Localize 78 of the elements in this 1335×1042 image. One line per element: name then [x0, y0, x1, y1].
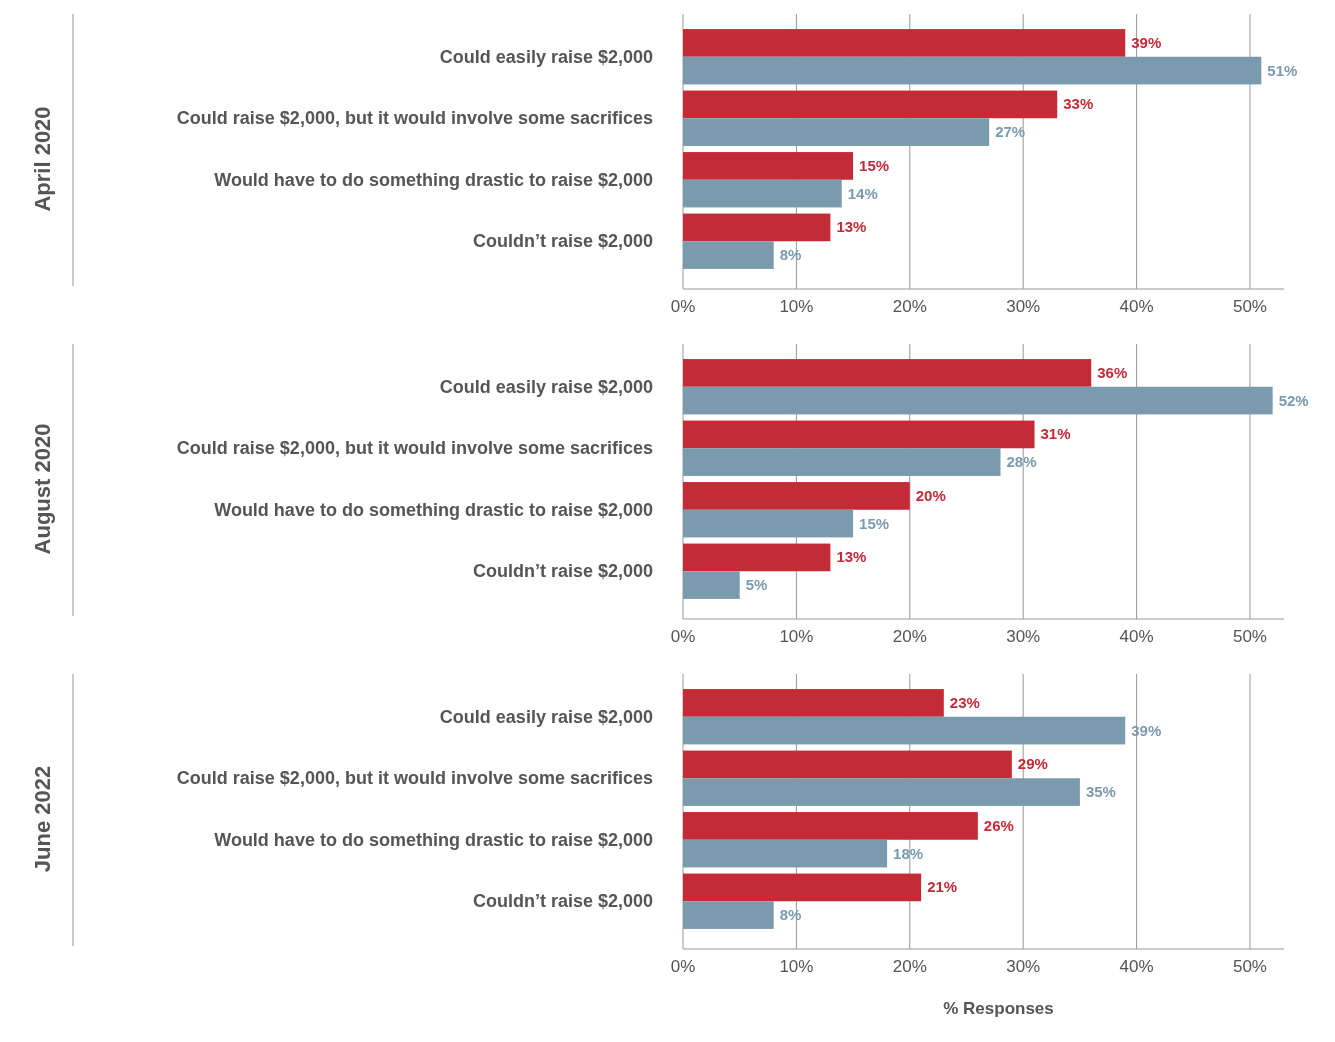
bar: [683, 689, 944, 717]
data-label: 36%: [1097, 363, 1128, 381]
data-label: 33%: [1063, 95, 1094, 113]
x-tick-label: 0%: [670, 957, 696, 976]
bar: [683, 873, 922, 902]
x-tick-label: 10%: [779, 627, 814, 646]
x-tick-label: 30%: [1006, 627, 1041, 646]
bar: [683, 152, 854, 180]
y-tick-label: Could raise $2,000, but it would involve some sacrifices: [176, 768, 653, 789]
data-label: 29%: [1017, 755, 1048, 773]
bar: [683, 750, 1012, 779]
y-tick-label: Could easily raise $2,000: [439, 46, 653, 67]
y-tick-label: Would have to do something drastic to raise $2,000: [214, 829, 653, 850]
data-label: 26%: [983, 816, 1014, 834]
x-tick-label: 0%: [670, 627, 696, 646]
bar: [683, 56, 1262, 85]
x-axis-title: % Responses: [943, 999, 1054, 1018]
y-tick-label: Could raise $2,000, but it would involve some sacrifices: [176, 438, 653, 459]
data-label: 5%: [745, 576, 768, 594]
bar: [683, 448, 1001, 476]
data-label: 39%: [1131, 33, 1162, 51]
x-tick-label: 30%: [1006, 297, 1041, 316]
x-tick-label: 40%: [1119, 297, 1154, 316]
x-tick-label: 20%: [892, 627, 927, 646]
bar: [683, 90, 1058, 119]
data-label: 13%: [836, 548, 867, 566]
bar: [683, 571, 740, 599]
bar: [683, 482, 910, 510]
bar: [683, 359, 1092, 387]
y-tick-label: Couldn’t raise $2,000: [472, 561, 653, 582]
text: April 2020: [30, 106, 55, 212]
text: June 2022: [30, 765, 55, 873]
data-label: 20%: [915, 486, 946, 504]
x-tick-label: 10%: [779, 957, 814, 976]
data-label: 27%: [995, 123, 1026, 141]
text: August 2020: [30, 423, 55, 555]
data-label: 15%: [859, 514, 890, 532]
x-tick-label: 20%: [892, 297, 927, 316]
y-tick-label: Could raise $2,000, but it would involve some sacrifices: [176, 108, 653, 129]
bar: [683, 420, 1035, 449]
x-tick-label: 20%: [892, 957, 927, 976]
bar: [683, 543, 831, 572]
bar: [683, 716, 1126, 745]
y-tick-label: Would have to do something drastic to raise $2,000: [214, 499, 653, 520]
data-label: 28%: [1006, 453, 1037, 471]
x-tick-label: 40%: [1119, 957, 1154, 976]
bar: [683, 118, 990, 146]
bar: [683, 839, 888, 868]
data-label: 23%: [949, 693, 980, 711]
y-tick-label: Couldn’t raise $2,000: [472, 891, 653, 912]
bar: [683, 241, 774, 269]
data-label: 51%: [1267, 61, 1298, 79]
y-tick-label: Could easily raise $2,000: [439, 376, 653, 397]
bar: [683, 213, 831, 242]
bar: [683, 386, 1273, 415]
data-label: 15%: [859, 156, 890, 174]
data-label: 52%: [1278, 391, 1309, 409]
x-tick-label: 30%: [1006, 957, 1041, 976]
bar: [683, 29, 1126, 57]
x-tick-label: 0%: [670, 297, 696, 316]
bar: [683, 509, 854, 538]
x-tick-label: 50%: [1232, 957, 1267, 976]
bar: [683, 778, 1080, 806]
data-label: 31%: [1040, 425, 1071, 443]
data-label: 35%: [1085, 783, 1116, 801]
data-label: 21%: [927, 878, 958, 896]
y-tick-label: Could easily raise $2,000: [439, 706, 653, 727]
bar: [683, 812, 978, 840]
bar: [683, 901, 774, 929]
data-label: 14%: [847, 184, 878, 202]
x-tick-label: 10%: [779, 297, 814, 316]
bar: [683, 179, 842, 208]
x-tick-label: 50%: [1232, 627, 1267, 646]
x-tick-label: 50%: [1232, 297, 1267, 316]
x-tick-label: 40%: [1119, 627, 1154, 646]
data-label: 13%: [836, 218, 867, 236]
y-tick-label: Would have to do something drastic to raise $2,000: [214, 169, 653, 190]
y-tick-label: Couldn’t raise $2,000: [472, 231, 653, 252]
